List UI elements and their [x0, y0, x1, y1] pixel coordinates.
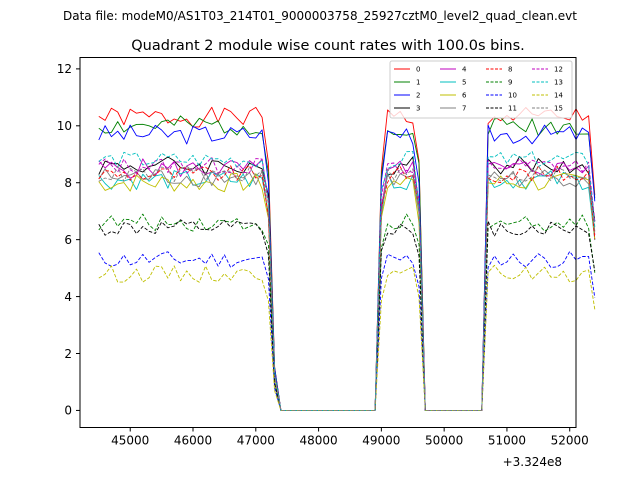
legend-label-7: 7	[462, 105, 466, 113]
plot-frame	[79, 57, 577, 428]
legend-label-3: 3	[416, 105, 420, 113]
x-tick-label-45000: 45000	[111, 434, 149, 448]
legend-frame	[389, 60, 573, 119]
legend-label-15: 15	[554, 105, 563, 113]
x-tick-label-46000: 46000	[174, 434, 212, 448]
legend-label-1: 1	[416, 79, 420, 87]
series-line-13	[98, 151, 596, 411]
legend-label-9: 9	[508, 79, 512, 87]
x-tick-label-51000: 51000	[488, 434, 526, 448]
legend-label-5: 5	[462, 79, 466, 87]
y-tick-label-2: 2	[64, 347, 72, 361]
legend-label-14: 14	[554, 92, 563, 100]
x-axis: 45000 46000 47000 48000 49000 50000 51000 52000	[111, 427, 589, 448]
legend-label-2: 2	[416, 92, 420, 100]
x-offset-label: +3.324e8	[503, 455, 562, 469]
y-tick-label-8: 8	[64, 176, 72, 190]
y-tick-label-12: 12	[57, 62, 72, 76]
x-tick-label-49000: 49000	[362, 434, 400, 448]
series-layer	[98, 106, 596, 411]
legend-label-12: 12	[554, 66, 563, 74]
y-axis: 0 2 4 6 8 10 12	[57, 62, 80, 418]
plot-area	[80, 57, 576, 428]
legend-label-6: 6	[462, 92, 467, 100]
legend-label-11: 11	[508, 105, 517, 113]
suptitle: Data file: modeM0/AS1T03_214T01_90000037…	[63, 9, 577, 23]
x-tick-label-52000: 52000	[551, 434, 589, 448]
legend-label-8: 8	[508, 66, 512, 74]
series-line-8	[98, 165, 596, 411]
legend-label-0: 0	[416, 66, 420, 74]
series-line-15	[98, 165, 596, 411]
x-tick-label-48000: 48000	[299, 434, 337, 448]
legend-label-4: 4	[462, 66, 467, 74]
y-tick-label-10: 10	[57, 119, 72, 133]
y-tick-label-6: 6	[64, 233, 72, 247]
x-tick-label-50000: 50000	[425, 434, 463, 448]
legend-label-10: 10	[508, 92, 517, 100]
y-tick-label-0: 0	[64, 404, 72, 418]
chart-title: Quadrant 2 module wise count rates with …	[131, 38, 525, 54]
y-tick-label-4: 4	[64, 290, 72, 304]
legend-label-13: 13	[554, 79, 563, 87]
x-tick-label-47000: 47000	[237, 434, 275, 448]
